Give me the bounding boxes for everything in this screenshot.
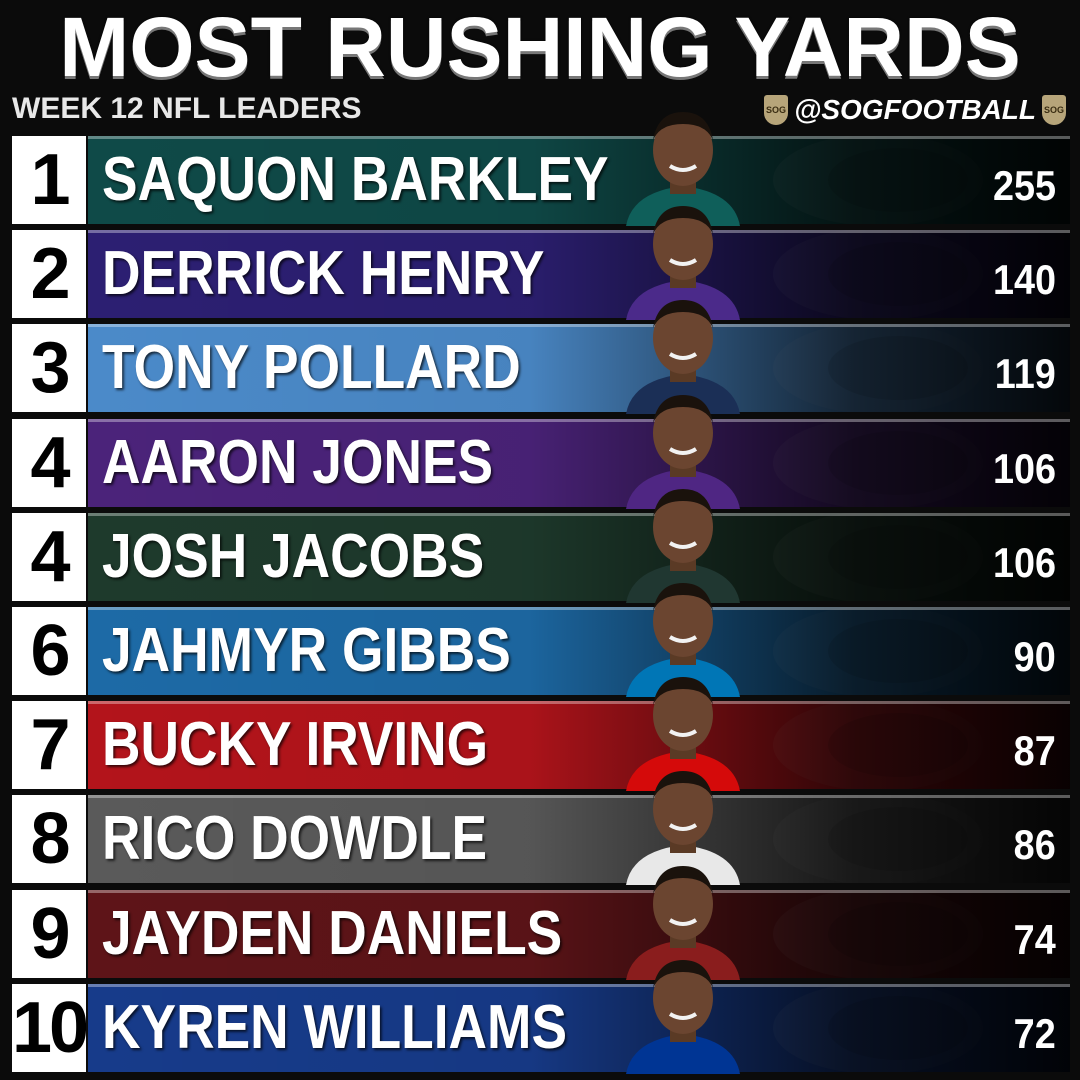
team-bar: JAYDEN DANIELS 74 — [88, 889, 1070, 978]
bar-highlight — [88, 889, 1070, 893]
team-bar: BUCKY IRVING 87 — [88, 701, 1070, 790]
player-headshot — [626, 206, 740, 321]
player-headshot — [626, 394, 740, 509]
bar-highlight — [88, 607, 1070, 610]
rank-badge: 3 — [12, 324, 86, 413]
team-bar: RICO DOWDLE 86 — [88, 795, 1070, 884]
page-title: MOST RUSHING YARDS — [59, 0, 1021, 94]
rank-badge: 1 — [12, 136, 86, 224]
player-name: BUCKY IRVING — [102, 710, 489, 780]
rushing-yards: 72 — [1013, 1009, 1056, 1057]
rank-badge: 9 — [12, 889, 86, 978]
player-headshot — [626, 300, 740, 415]
bar-shade — [88, 512, 1070, 601]
bar-highlight — [88, 512, 1070, 516]
rank-badge: 4 — [12, 512, 86, 601]
handle-text: @SOGFOOTBALL — [794, 94, 1036, 125]
player-name: TONY POLLARD — [102, 333, 521, 403]
rank-badge: 7 — [12, 701, 86, 790]
leader-row: 4 JOSH JACOBS 106 — [12, 488, 1070, 603]
team-bar: KYREN WILLIAMS 72 — [88, 983, 1070, 1072]
bar-highlight — [88, 418, 1070, 422]
rank-badge: 4 — [12, 418, 86, 507]
player-headshot — [626, 865, 740, 980]
player-headshot — [626, 112, 740, 226]
player-name: KYREN WILLIAMS — [102, 992, 568, 1062]
player-headshot — [626, 488, 740, 603]
rushing-yards: 106 — [992, 538, 1056, 586]
team-bar: SAQUON BARKLEY 255 — [88, 136, 1070, 224]
rank-badge: 6 — [12, 607, 86, 695]
leader-row: 8 RICO DOWDLE 86 — [12, 771, 1070, 886]
bar-shade — [88, 983, 1070, 1072]
leader-row: 4 AARON JONES 106 — [12, 394, 1070, 509]
sog-shield-icon: SOG — [1042, 95, 1066, 125]
team-bar: TONY POLLARD 119 — [88, 324, 1070, 413]
bar-shade — [88, 230, 1070, 319]
leader-row: 7 BUCKY IRVING 87 — [12, 677, 1070, 792]
rushing-yards: 90 — [1013, 633, 1056, 680]
player-name: AARON JONES — [102, 427, 494, 497]
player-name: JAHMYR GIBBS — [102, 616, 511, 685]
team-bar: JAHMYR GIBBS 90 — [88, 607, 1070, 695]
rank-badge: 2 — [12, 230, 86, 319]
player-headshot — [626, 771, 740, 886]
bar-shade — [88, 324, 1070, 413]
player-name: SAQUON BARKLEY — [102, 145, 609, 214]
rushing-yards: 255 — [992, 162, 1056, 209]
rushing-yards: 106 — [992, 444, 1056, 492]
bar-highlight — [88, 324, 1070, 328]
rushing-yards: 74 — [1013, 915, 1056, 963]
leader-row: 9 JAYDEN DANIELS 74 — [12, 865, 1070, 980]
player-headshot — [626, 677, 740, 792]
player-name: JOSH JACOBS — [102, 521, 485, 591]
bar-shade — [88, 418, 1070, 507]
bar-highlight — [88, 983, 1070, 987]
rank-badge: 10 — [12, 983, 89, 1072]
social-handle: SOG @SOGFOOTBALL SOG — [764, 93, 1066, 127]
leader-row: 2 DERRICK HENRY 140 — [12, 206, 1070, 321]
bar-highlight — [88, 230, 1070, 234]
leader-row: 3 TONY POLLARD 119 — [12, 300, 1070, 415]
leader-row: 6 JAHMYR GIBBS 90 — [12, 583, 1070, 697]
bar-shade — [88, 701, 1070, 790]
team-bar: AARON JONES 106 — [88, 418, 1070, 507]
rushing-yards: 140 — [992, 256, 1056, 304]
player-name: RICO DOWDLE — [102, 804, 488, 874]
bar-highlight — [88, 136, 1070, 139]
bar-highlight — [88, 701, 1070, 705]
page-subtitle: WEEK 12 NFL LEADERS — [12, 92, 362, 125]
rushing-yards: 86 — [1013, 821, 1056, 869]
rushing-yards: 119 — [995, 350, 1056, 398]
bar-shade — [88, 889, 1070, 978]
bar-shade — [88, 136, 1070, 224]
player-name: DERRICK HENRY — [102, 239, 545, 309]
leader-row: 1 SAQUON BARKLEY 255 — [12, 112, 1070, 226]
sog-shield-icon: SOG — [764, 95, 789, 125]
bar-highlight — [88, 795, 1070, 799]
bar-shade — [88, 607, 1070, 695]
rushing-yards: 87 — [1013, 727, 1056, 775]
team-bar: DERRICK HENRY 140 — [88, 230, 1070, 319]
bar-shade — [88, 795, 1070, 884]
player-headshot — [626, 583, 740, 697]
player-headshot — [626, 959, 740, 1074]
player-name: JAYDEN DANIELS — [102, 898, 563, 968]
team-bar: JOSH JACOBS 106 — [88, 512, 1070, 601]
rank-badge: 8 — [12, 795, 86, 884]
leader-row: 10 KYREN WILLIAMS 72 — [12, 959, 1070, 1074]
header: MOST RUSHING YARDS WEEK 12 NFL LEADERS S… — [0, 0, 1080, 134]
